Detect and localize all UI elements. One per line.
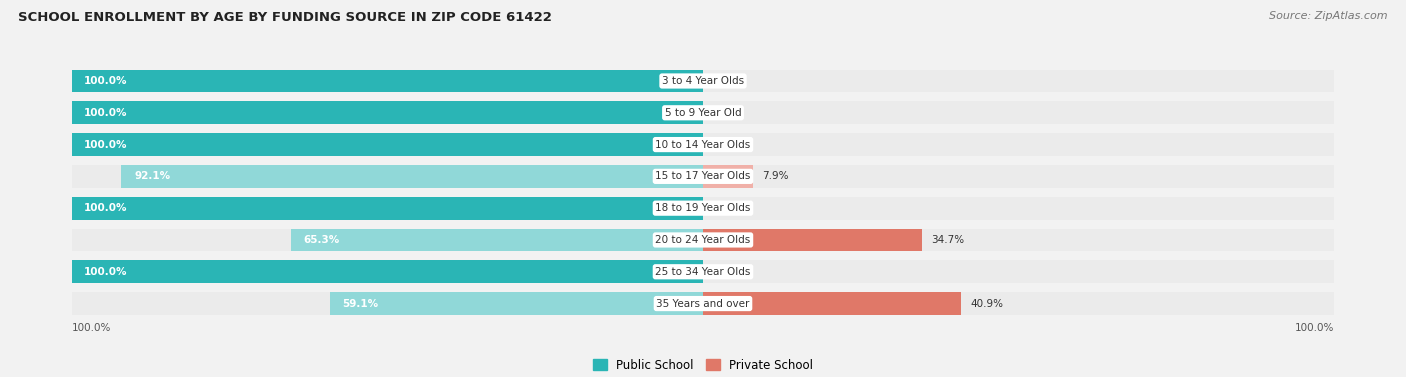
Text: 3 to 4 Year Olds: 3 to 4 Year Olds <box>662 76 744 86</box>
Bar <box>291 228 703 251</box>
Text: Source: ZipAtlas.com: Source: ZipAtlas.com <box>1270 11 1388 21</box>
Bar <box>72 69 1334 92</box>
Text: 100.0%: 100.0% <box>84 203 128 213</box>
Bar <box>72 197 1334 220</box>
Bar <box>72 197 703 220</box>
Text: 0.0%: 0.0% <box>713 203 738 213</box>
Bar <box>72 101 1334 124</box>
Bar <box>72 260 1334 283</box>
Bar <box>72 101 703 124</box>
Text: SCHOOL ENROLLMENT BY AGE BY FUNDING SOURCE IN ZIP CODE 61422: SCHOOL ENROLLMENT BY AGE BY FUNDING SOUR… <box>18 11 553 24</box>
Text: 100.0%: 100.0% <box>84 139 128 150</box>
Text: 65.3%: 65.3% <box>304 235 340 245</box>
Text: 34.7%: 34.7% <box>932 235 965 245</box>
Bar <box>72 69 703 92</box>
Bar <box>72 228 1334 251</box>
Text: 7.9%: 7.9% <box>762 172 789 181</box>
Text: 25 to 34 Year Olds: 25 to 34 Year Olds <box>655 267 751 277</box>
Bar <box>72 165 1334 188</box>
Bar <box>72 292 1334 315</box>
Bar <box>72 260 1334 283</box>
Text: 5 to 9 Year Old: 5 to 9 Year Old <box>665 108 741 118</box>
Text: 100.0%: 100.0% <box>72 323 111 333</box>
Text: 59.1%: 59.1% <box>343 299 378 308</box>
Text: 20 to 24 Year Olds: 20 to 24 Year Olds <box>655 235 751 245</box>
Text: 35 Years and over: 35 Years and over <box>657 299 749 308</box>
Text: 100.0%: 100.0% <box>84 76 128 86</box>
Text: 0.0%: 0.0% <box>713 139 738 150</box>
Bar <box>703 292 962 315</box>
Text: 40.9%: 40.9% <box>970 299 1004 308</box>
Bar <box>121 165 703 188</box>
Text: 18 to 19 Year Olds: 18 to 19 Year Olds <box>655 203 751 213</box>
Legend: Public School, Private School: Public School, Private School <box>588 354 818 376</box>
Bar <box>72 292 1334 315</box>
Bar <box>72 133 1334 156</box>
Text: 92.1%: 92.1% <box>134 172 170 181</box>
Bar <box>72 133 1334 156</box>
Bar <box>703 165 752 188</box>
Bar <box>72 165 1334 188</box>
Text: 100.0%: 100.0% <box>84 267 128 277</box>
Text: 0.0%: 0.0% <box>713 76 738 86</box>
Bar <box>72 101 1334 124</box>
Text: 0.0%: 0.0% <box>713 267 738 277</box>
Text: 10 to 14 Year Olds: 10 to 14 Year Olds <box>655 139 751 150</box>
Bar <box>72 133 703 156</box>
Bar <box>72 197 1334 220</box>
Bar <box>72 69 1334 92</box>
Bar <box>330 292 703 315</box>
Text: 100.0%: 100.0% <box>84 108 128 118</box>
Bar <box>72 228 1334 251</box>
Text: 100.0%: 100.0% <box>1295 323 1334 333</box>
Bar <box>72 260 703 283</box>
Text: 0.0%: 0.0% <box>713 108 738 118</box>
Text: 15 to 17 Year Olds: 15 to 17 Year Olds <box>655 172 751 181</box>
Bar <box>703 228 922 251</box>
